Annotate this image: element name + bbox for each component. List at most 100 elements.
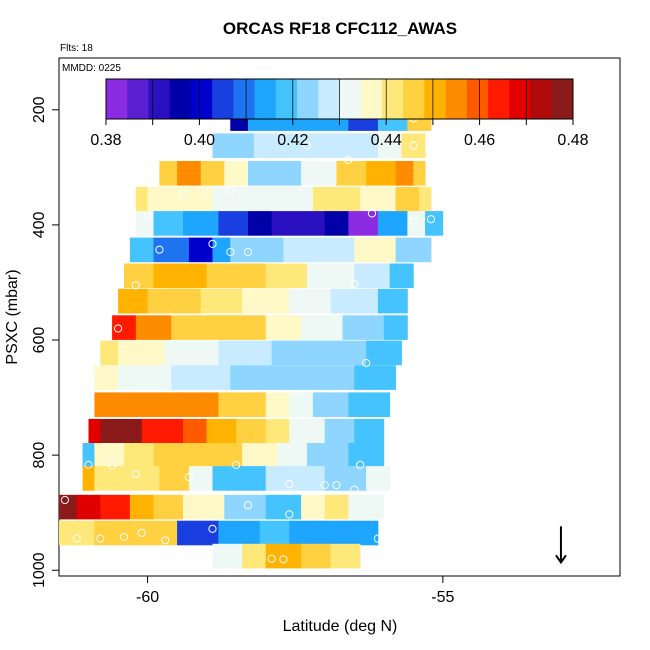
colorbar-segment (339, 79, 362, 119)
heatmap-cell (218, 211, 249, 236)
heatmap-cell (141, 520, 178, 546)
heatmap-cell (259, 520, 290, 546)
y-axis-title: PSXC (mbar) (4, 269, 21, 364)
heatmap-cell (354, 418, 385, 444)
sample-point (285, 479, 294, 488)
sample-point (114, 324, 123, 333)
heatmap-cell (366, 161, 396, 186)
heatmap-cell (265, 494, 302, 520)
sample-point (362, 358, 371, 368)
heatmap-cell (165, 340, 219, 366)
sample-point (143, 212, 152, 221)
heatmap-cell (289, 392, 314, 417)
heatmap-cell (200, 161, 225, 186)
heatmap-cell (242, 186, 284, 212)
heatmap-cell (118, 288, 148, 314)
heatmap-cell (118, 340, 166, 366)
heatmap-cell (141, 418, 184, 444)
heatmap-cell (354, 263, 391, 289)
heatmap-cell (153, 494, 184, 520)
heatmap-cell (348, 494, 385, 520)
heatmap-cell (395, 186, 420, 212)
sample-point (226, 186, 235, 195)
heatmap-cell (265, 263, 308, 289)
heatmap-cell (271, 211, 326, 236)
colorbar-tick-label: 0.40 (184, 132, 215, 149)
heatmap-cell (242, 543, 267, 569)
colorbar-segment (530, 79, 553, 119)
sample-point (178, 189, 188, 198)
heatmap-cell (188, 237, 213, 263)
heatmap-cell (206, 263, 267, 289)
heatmap-cell (265, 418, 290, 444)
heatmap-cell (94, 365, 119, 390)
heatmap-cell (88, 418, 101, 444)
y-axis: 200 400 600 800 1000 (31, 96, 59, 588)
colorbar-segment (190, 79, 213, 119)
heatmap-cell (283, 237, 355, 263)
sample-point (385, 135, 394, 144)
colorbar-segment (318, 79, 340, 119)
heatmap-cell (265, 315, 302, 340)
heatmap-cell (236, 418, 267, 444)
colorbar-tick-label: 0.48 (557, 132, 588, 149)
heatmap-cells (59, 86, 444, 569)
sample-point (60, 495, 70, 505)
sample-point (90, 361, 99, 370)
y-tick-label: 1000 (31, 552, 48, 588)
colorbar-tick-label: 0.44 (371, 132, 402, 149)
heatmap-cell (171, 315, 225, 340)
heatmap-cell (366, 340, 402, 366)
heatmap-cell (377, 211, 408, 236)
heatmap-cell (324, 418, 355, 444)
heatmap-cell (224, 161, 249, 186)
heatmap-cell (354, 237, 396, 263)
sample-point (267, 554, 276, 563)
sample-point (350, 280, 359, 289)
heatmap-cell (242, 443, 278, 468)
heatmap-cell (224, 315, 266, 340)
heatmap-cell (330, 543, 361, 569)
heatmap-cell (383, 315, 408, 340)
heatmap-cell (348, 443, 385, 468)
sample-point (226, 247, 235, 257)
heatmap-cell (413, 161, 426, 186)
heatmap-cell (312, 186, 361, 212)
colorbar-segment (233, 79, 256, 119)
heatmap-cell (129, 494, 154, 520)
heatmap-cell (342, 315, 385, 340)
heatmap-cell (212, 133, 255, 158)
heatmap-cell (301, 494, 326, 520)
colorbar-segment (212, 79, 234, 119)
chart-title: ORCAS RF18 CFC112_AWAS (223, 19, 457, 38)
colorbar-segment (106, 79, 128, 119)
heatmap-cell (242, 392, 267, 417)
colorbar-tick-labels: 0.38 0.40 0.42 0.44 0.46 0.48 (90, 132, 588, 149)
heatmap-cell (277, 443, 308, 468)
heatmap-cell (330, 288, 379, 314)
colorbar-segment (509, 79, 532, 119)
heatmap-cell (177, 161, 202, 186)
sample-point (232, 460, 241, 469)
heatmap-cell (183, 443, 213, 468)
sample-point (426, 175, 436, 185)
heatmap-cell (242, 288, 290, 314)
heatmap-cell (248, 161, 302, 186)
sample-point (344, 155, 353, 164)
heatmap-cell (82, 466, 95, 491)
heatmap-cell (212, 543, 243, 569)
sample-point (208, 524, 217, 533)
sample-point (320, 481, 329, 490)
colorbar-tick-label: 0.42 (277, 132, 308, 149)
sample-point (131, 281, 140, 290)
heatmap-cell (135, 211, 154, 236)
heatmap-cell (301, 315, 343, 340)
y-tick-label: 200 (31, 96, 48, 123)
sample-point (184, 472, 193, 482)
sample-point (208, 239, 217, 248)
sample-point (243, 501, 253, 510)
colorbar-segment (127, 79, 149, 119)
heatmap-cell (59, 520, 95, 546)
sample-point (72, 451, 81, 460)
sample-point (409, 216, 418, 225)
